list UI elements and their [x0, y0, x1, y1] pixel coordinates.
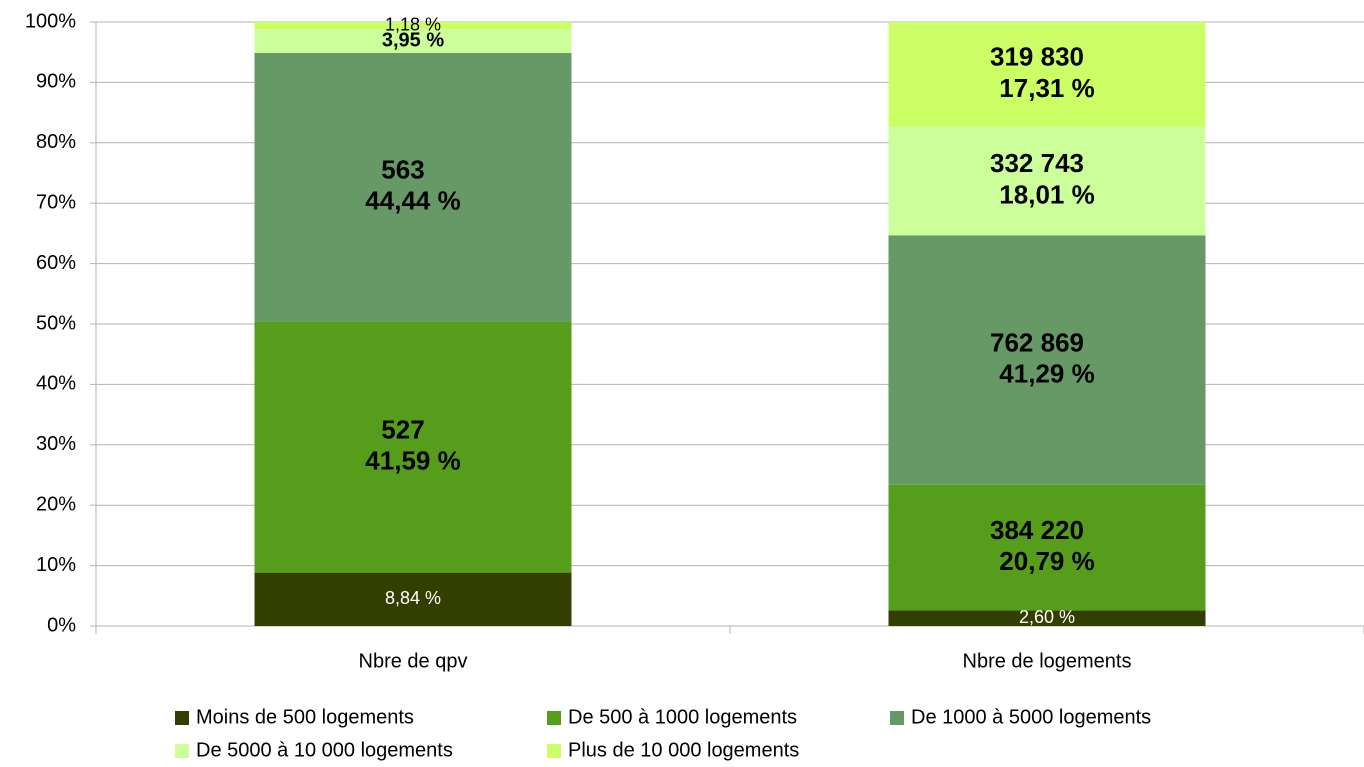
- bar-segment: [888, 484, 1206, 611]
- data-label-count: 762 869: [990, 327, 1084, 357]
- y-tick-label: 100%: [25, 10, 76, 32]
- data-label-count: 319 830: [990, 42, 1084, 72]
- bar-segment: [888, 22, 1206, 127]
- legend-label: De 500 à 1000 logements: [568, 706, 797, 728]
- data-label: 8,84 %: [385, 588, 441, 608]
- legend-swatch: [547, 744, 561, 758]
- legend-label: De 5000 à 10 000 logements: [196, 739, 453, 761]
- bar-segment: [888, 235, 1206, 485]
- data-label-count: 332 743: [990, 148, 1084, 178]
- data-label: 3,95 %: [382, 29, 444, 51]
- y-tick-label: 20%: [36, 493, 76, 515]
- y-tick-label: 10%: [36, 554, 76, 576]
- bar-segment: [254, 321, 572, 573]
- data-label: 41,59 %: [365, 445, 460, 475]
- data-label-count: 563: [381, 154, 424, 184]
- bar-segment: [888, 610, 1206, 626]
- y-tick-label: 60%: [36, 252, 76, 274]
- legend-label: Moins de 500 logements: [196, 706, 414, 728]
- data-label: 1,18 %: [385, 14, 441, 34]
- y-tick-label: 80%: [36, 131, 76, 153]
- bar-segment: [254, 52, 572, 322]
- data-label: 17,31 %: [999, 73, 1094, 103]
- legend-swatch: [175, 711, 189, 725]
- y-tick-label: 90%: [36, 71, 76, 93]
- data-label-count: 384 220: [990, 515, 1084, 545]
- data-label: 2,60 %: [1019, 607, 1075, 627]
- data-label: 41,29 %: [999, 359, 1094, 389]
- y-tick-label: 30%: [36, 433, 76, 455]
- bar-segment: [254, 572, 572, 626]
- y-tick-label: 0%: [47, 614, 76, 636]
- data-label: 18,01 %: [999, 179, 1094, 209]
- legend-swatch: [547, 711, 561, 725]
- bar-segment: [254, 22, 572, 30]
- legend-label: Plus de 10 000 logements: [568, 739, 799, 761]
- y-tick-label: 50%: [36, 312, 76, 334]
- legend-swatch: [890, 711, 904, 725]
- x-tick-label: Nbre de logements: [963, 650, 1132, 672]
- data-label-count: 527: [381, 414, 424, 444]
- bar-segment: [888, 126, 1206, 236]
- x-tick-label: Nbre de qpv: [359, 650, 468, 672]
- bar-segment: [254, 29, 572, 53]
- y-tick-label: 40%: [36, 373, 76, 395]
- data-label: 44,44 %: [365, 186, 460, 216]
- data-label: 20,79 %: [999, 546, 1094, 576]
- legend-swatch: [175, 744, 189, 758]
- y-tick-label: 70%: [36, 191, 76, 213]
- legend-label: De 1000 à 5000 logements: [911, 706, 1151, 728]
